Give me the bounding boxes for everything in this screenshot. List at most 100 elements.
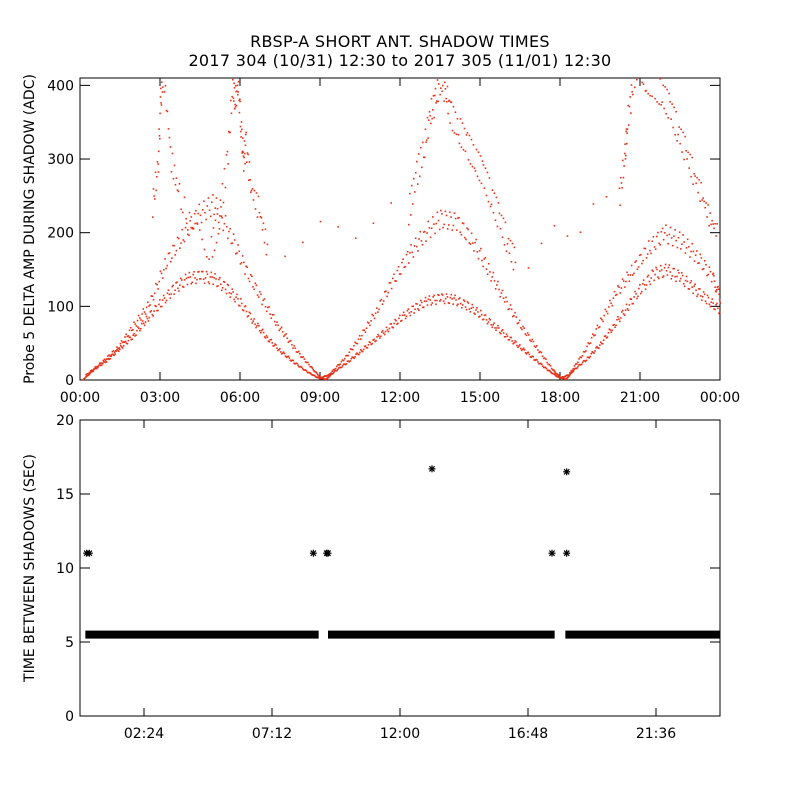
data-point bbox=[214, 207, 217, 209]
data-point bbox=[438, 294, 440, 297]
data-point bbox=[631, 90, 633, 93]
data-point bbox=[420, 146, 422, 149]
data-point bbox=[625, 154, 627, 157]
data-point bbox=[303, 358, 306, 360]
data-point bbox=[705, 263, 707, 266]
data-point bbox=[598, 347, 600, 349]
data-point bbox=[514, 311, 516, 314]
data-point bbox=[428, 119, 430, 121]
data-point bbox=[186, 283, 189, 286]
data-point bbox=[626, 271, 628, 274]
data-point bbox=[149, 311, 152, 313]
data-point bbox=[417, 308, 419, 310]
data-point bbox=[634, 86, 636, 89]
data-point bbox=[140, 327, 142, 330]
data-point bbox=[134, 335, 136, 337]
data-point bbox=[700, 299, 703, 301]
data-point bbox=[537, 349, 539, 351]
data-point bbox=[395, 319, 397, 322]
data-point bbox=[249, 273, 252, 276]
data-point bbox=[179, 247, 181, 249]
data-point bbox=[534, 346, 537, 349]
data-point bbox=[485, 268, 488, 270]
data-point bbox=[675, 239, 678, 242]
data-point bbox=[400, 273, 402, 275]
data-point bbox=[300, 365, 302, 368]
data-point bbox=[479, 315, 481, 318]
data-point bbox=[634, 290, 636, 293]
data-point bbox=[683, 241, 686, 243]
data-point bbox=[549, 365, 552, 367]
data-point bbox=[213, 277, 215, 279]
data-point bbox=[685, 275, 688, 278]
data-point bbox=[504, 221, 507, 224]
data-point bbox=[619, 204, 621, 207]
data-point bbox=[220, 289, 223, 292]
data-point bbox=[673, 106, 675, 109]
data-point bbox=[463, 127, 466, 130]
data-point bbox=[578, 364, 580, 366]
data-point bbox=[225, 292, 228, 295]
baseline-band bbox=[85, 630, 319, 639]
data-point bbox=[112, 353, 114, 356]
data-point bbox=[376, 336, 378, 338]
data-point bbox=[159, 96, 162, 98]
data-point bbox=[657, 276, 659, 278]
data-point bbox=[297, 364, 299, 366]
data-point bbox=[165, 299, 168, 302]
data-point bbox=[483, 314, 486, 317]
data-point bbox=[521, 328, 523, 331]
data-point bbox=[240, 298, 242, 300]
data-point bbox=[188, 211, 191, 214]
data-point bbox=[110, 354, 113, 356]
data-point bbox=[674, 133, 676, 136]
data-point bbox=[473, 250, 475, 252]
data-point bbox=[594, 350, 596, 352]
data-point bbox=[295, 362, 297, 365]
data-point bbox=[621, 187, 623, 189]
data-point bbox=[694, 175, 696, 177]
x-tick-label: 03:00 bbox=[140, 390, 180, 406]
data-point bbox=[546, 361, 548, 364]
data-point bbox=[219, 215, 221, 217]
data-point bbox=[218, 278, 220, 281]
data-point bbox=[100, 364, 102, 367]
data-point bbox=[517, 346, 519, 349]
data-point bbox=[434, 299, 436, 302]
data-point bbox=[502, 297, 505, 299]
data-point bbox=[204, 277, 207, 279]
data-point bbox=[481, 318, 484, 321]
data-point bbox=[169, 260, 172, 263]
data-point bbox=[387, 330, 390, 333]
data-point bbox=[111, 350, 114, 353]
data-point bbox=[438, 228, 441, 231]
data-point bbox=[153, 310, 155, 312]
data-point bbox=[456, 304, 458, 307]
data-point bbox=[461, 222, 464, 224]
data-point bbox=[628, 304, 631, 306]
data-point bbox=[502, 217, 505, 220]
data-point bbox=[479, 155, 482, 157]
data-point bbox=[529, 356, 532, 358]
data-point bbox=[232, 291, 234, 293]
data-point bbox=[243, 156, 245, 159]
data-point bbox=[140, 322, 143, 325]
data-point bbox=[669, 100, 671, 103]
data-point bbox=[680, 128, 682, 131]
data-point bbox=[228, 230, 230, 233]
data-point bbox=[389, 323, 392, 325]
data-point bbox=[272, 345, 274, 347]
data-point bbox=[713, 274, 715, 277]
data-point bbox=[476, 307, 478, 309]
data-point bbox=[654, 273, 656, 276]
data-point bbox=[124, 336, 126, 338]
data-point bbox=[430, 97, 433, 100]
data-point bbox=[566, 235, 569, 237]
data-point bbox=[592, 351, 594, 354]
data-point bbox=[614, 326, 616, 329]
data-point bbox=[241, 255, 244, 257]
data-point bbox=[202, 278, 205, 281]
data-point bbox=[184, 273, 187, 276]
data-point bbox=[608, 306, 610, 308]
data-point bbox=[232, 78, 234, 81]
